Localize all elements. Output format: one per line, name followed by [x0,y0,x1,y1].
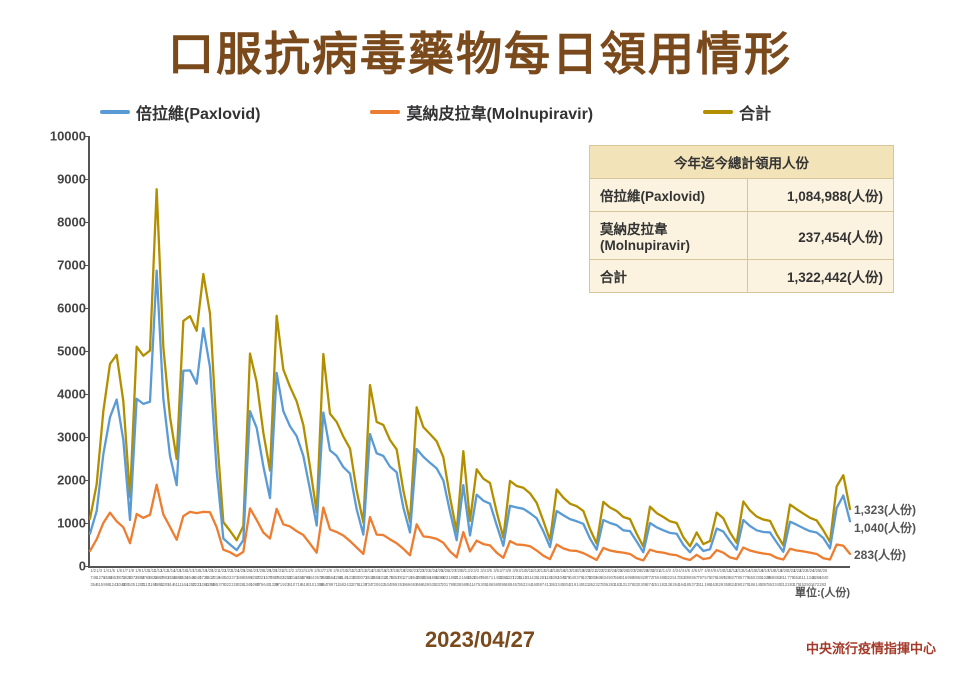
legend-label-total: 合計 [739,100,771,124]
y-tick: 7000 [46,258,86,273]
y-tick: 5000 [46,344,86,359]
y-tick: 4000 [46,387,86,402]
legend-label-paxlovid: 倍拉維(Paxlovid) [136,100,260,124]
x-label-row: 1/21/31/41/51/61/71/81/91/101/111/121/13… [90,568,850,574]
source-label: 中央流行疫情指揮中心 [806,638,936,657]
table-row: 莫納皮拉韋(Molnupiravir) 237,454(人份) [590,212,894,260]
stats-value-total: 1,322,442(人份) [747,260,893,293]
end-label-total: 1,323(人份) [854,501,916,518]
y-tick: 10000 [46,129,86,144]
y-tick: 1000 [46,516,86,531]
x-label-row: 7481276259434573871292910723894376938225… [90,575,850,581]
y-tick: 8000 [46,215,86,230]
page-title: 口服抗病毒藥物每日領用情形 [0,18,960,84]
y-tick: 0 [46,559,86,574]
swatch-total [703,110,733,114]
table-row: 倍拉維(Paxlovid) 1,084,988(人份) [590,179,894,212]
stats-value-molnupiravir: 237,454(人份) [747,212,893,260]
legend-item-total: 合計 [703,100,771,124]
stats-table: 今年迄今總計領用人份 倍拉維(Paxlovid) 1,084,988(人份) 莫… [589,145,894,293]
stats-label-total: 合計 [590,260,748,293]
stats-value-paxlovid: 1,084,988(人份) [747,179,893,212]
y-tick: 2000 [46,473,86,488]
y-tick: 9000 [46,172,86,187]
y-tick: 3000 [46,430,86,445]
swatch-paxlovid [100,110,130,114]
legend-label-molnupiravir: 莫納皮拉韋(Molnupiravir) [406,100,593,124]
y-tick: 6000 [46,301,86,316]
end-label-paxlovid: 1,040(人份) [854,519,916,536]
legend-item-molnupiravir: 莫納皮拉韋(Molnupiravir) [370,100,593,124]
stats-label-paxlovid: 倍拉維(Paxlovid) [590,179,748,212]
table-row: 合計 1,322,442(人份) [590,260,894,293]
stats-label-molnupiravir: 莫納皮拉韋(Molnupiravir) [590,212,748,260]
stats-header: 今年迄今總計領用人份 [590,146,894,179]
end-label-molnupiravir: 283(人份) [854,546,906,563]
legend-item-paxlovid: 倍拉維(Paxlovid) [100,100,260,124]
x-label-row: 3546159981243104390052512071117119018911… [90,582,850,588]
swatch-molnupiravir [370,110,400,114]
chart-legend: 倍拉維(Paxlovid) 莫納皮拉韋(Molnupiravir) 合計 [100,100,900,124]
